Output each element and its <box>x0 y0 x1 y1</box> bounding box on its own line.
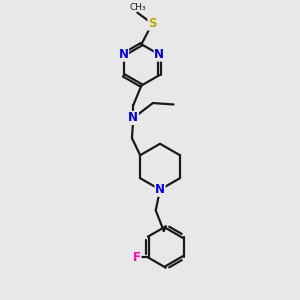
Text: N: N <box>154 48 164 61</box>
Text: F: F <box>133 251 141 264</box>
Text: N: N <box>155 183 165 196</box>
Text: N: N <box>128 112 138 124</box>
Text: S: S <box>148 17 157 30</box>
Text: N: N <box>118 48 128 61</box>
Text: CH₃: CH₃ <box>129 3 146 12</box>
